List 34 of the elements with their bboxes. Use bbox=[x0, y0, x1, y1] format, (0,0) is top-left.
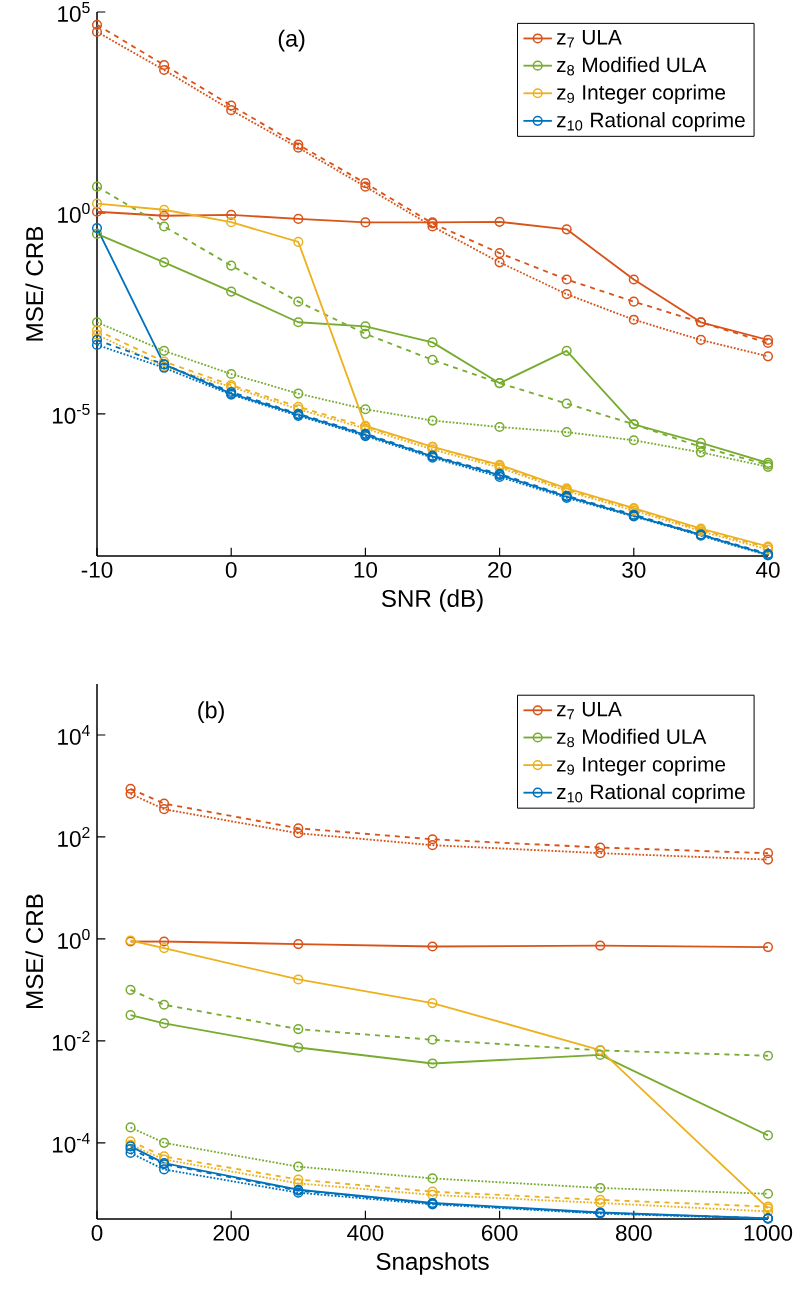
legend-label: z$_{9}$ Integer coprime bbox=[556, 84, 726, 104]
y-tick-label: 10$^{0}$ bbox=[58, 202, 90, 223]
x-tick-label: 30 bbox=[622, 561, 646, 578]
legend-label: z$_{10}$ Rational coprime bbox=[557, 783, 745, 804]
text: (b) bbox=[198, 701, 224, 724]
y-tick-label: 10$^{4}$ bbox=[58, 725, 90, 745]
x-axis-title: Snapshots bbox=[376, 1252, 489, 1275]
y-tick-label: 10$^{0}$ bbox=[58, 928, 90, 949]
x-tick-label: 10 bbox=[354, 561, 378, 578]
x-tick-label: 20 bbox=[488, 561, 512, 578]
y-axis-title: MSE/ CRB bbox=[25, 894, 44, 1008]
x-tick-label: -10 bbox=[81, 561, 113, 578]
x-tick-label: 0 bbox=[91, 1224, 103, 1241]
x-tick-label: 600 bbox=[481, 1224, 518, 1241]
y-tick-label: 10$^{-2}$ bbox=[52, 1030, 90, 1051]
legend-label: z$_{8}$ Modified ULA bbox=[556, 56, 707, 76]
x-tick-label: 40 bbox=[756, 561, 780, 578]
x-tick-label: 400 bbox=[347, 1224, 384, 1241]
y-tick-label: 10$^{5}$ bbox=[58, 2, 90, 22]
x-axis-title: SNR (dB) bbox=[381, 589, 483, 612]
legend-label: z$_{8}$ Modified ULA bbox=[557, 728, 707, 748]
legend-label: z$_{7}$ ULA bbox=[557, 701, 622, 720]
y-tick-label: 10$^{-4}$ bbox=[52, 1132, 90, 1153]
x-tick-label: 0 bbox=[225, 561, 237, 578]
y-axis-title: MSE/ CRB bbox=[25, 226, 44, 341]
legend-label: z$_{10}$ Rational coprime bbox=[556, 112, 745, 132]
x-tick-label: 800 bbox=[616, 1224, 652, 1241]
text: (a) bbox=[278, 29, 305, 52]
legend-label: z$_{9}$ Integer coprime bbox=[557, 756, 726, 776]
x-tick-label: 1000 bbox=[744, 1224, 793, 1241]
y-tick-label: 10$^{-5}$ bbox=[52, 403, 90, 424]
y-tick-label: 10$^{2}$ bbox=[58, 826, 90, 847]
x-tick-label: 200 bbox=[213, 1224, 250, 1241]
legend-label: z$_{7}$ ULA bbox=[556, 30, 622, 48]
